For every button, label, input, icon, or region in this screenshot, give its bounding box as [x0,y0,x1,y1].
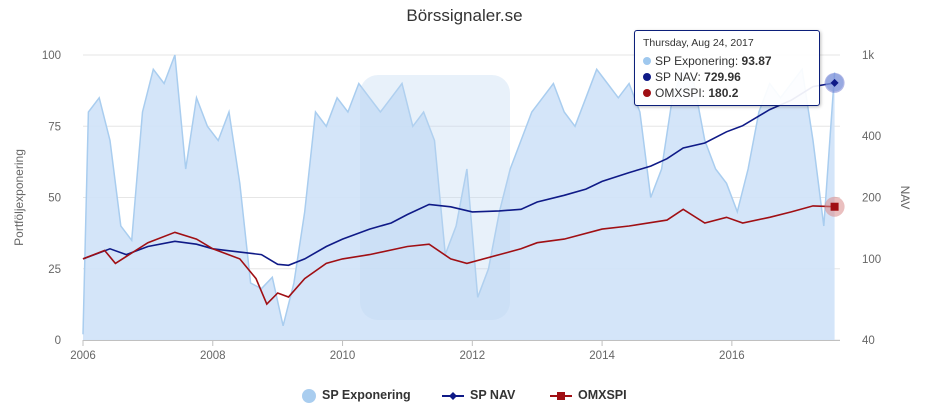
tooltip-dot-nav [643,73,651,81]
y-right-tick-label: 100 [862,254,881,266]
legend-symbol-exposure [302,389,316,403]
legend: SP Exponering SP NAV OMXSPI [0,386,929,406]
legend-item-exposure[interactable]: SP Exponering [300,386,430,406]
x-tick-label: 2014 [589,350,615,362]
exposure-area [82,54,836,340]
y-left-tick-label: 75 [48,121,61,133]
series-line-exposure [82,54,836,335]
tooltip-date: Thursday, Aug 24, 2017 [643,37,754,49]
tooltip-value-omx: 180.2 [708,86,739,100]
tooltip-value-exposure: 93.87 [741,54,772,68]
legend-label-exposure: SP Exponering [322,388,411,402]
y-right-tick-label: 40 [862,335,875,347]
y-left-tick-label: 50 [48,193,61,205]
legend-symbol-nav [442,392,464,400]
chart-title: Börssignaler.se [406,6,523,25]
y-right-tick-label: 400 [862,131,881,143]
y-right-axis-title: NAV [898,186,912,210]
y-right-tick-label: 200 [862,193,881,205]
tooltip: Thursday, Aug 24, 2017 SP Exponering: 93… [634,30,820,106]
hover-marker-omx [830,202,839,211]
x-tick-label: 2016 [719,350,745,362]
legend-label-omx: OMXSPI [578,388,627,402]
x-tick-label: 2012 [460,350,486,362]
x-tick-label: 2008 [200,350,226,362]
tooltip-dot-omx [643,89,651,97]
x-tick-label: 2006 [70,350,96,362]
hover-marker-nav [830,78,839,87]
series-line-omx [82,205,835,306]
hover-markers [824,72,845,217]
axes: 0 25 50 75 100 40 100 200 400 1k 2006 2008 2010 2012 2… [12,50,912,362]
tooltip-label-exposure: SP Exponering: [655,54,739,68]
watermark-logo-shape [360,75,510,320]
y-left-axis-title: Portföljexponering [12,149,26,246]
tooltip-row-omx: OMXSPI: 180.2 [643,85,811,101]
tooltip-value-nav: 729.96 [704,70,741,84]
legend-symbol-omx [550,392,572,400]
series-lines [82,82,835,306]
y-left-tick-label: 100 [42,50,61,62]
y-left-tick-label: 25 [48,264,61,276]
x-tick-label: 2010 [330,350,356,362]
tooltip-row-exposure: SP Exponering: 93.87 [643,53,811,69]
y-right-tick-label: 1k [862,50,874,62]
tooltip-label-nav: SP NAV: [655,70,701,84]
series-area-exposure [83,55,835,340]
y-left-tick-label: 0 [55,335,61,347]
legend-item-omx[interactable]: OMXSPI [550,386,650,406]
watermark-logo [360,75,510,320]
tooltip-dot-exposure [643,57,651,65]
legend-label-nav: SP NAV [470,388,516,402]
legend-item-nav[interactable]: SP NAV [442,386,542,406]
tooltip-row-nav: SP NAV: 729.96 [643,69,811,85]
tooltip-label-omx: OMXSPI: [655,86,706,100]
